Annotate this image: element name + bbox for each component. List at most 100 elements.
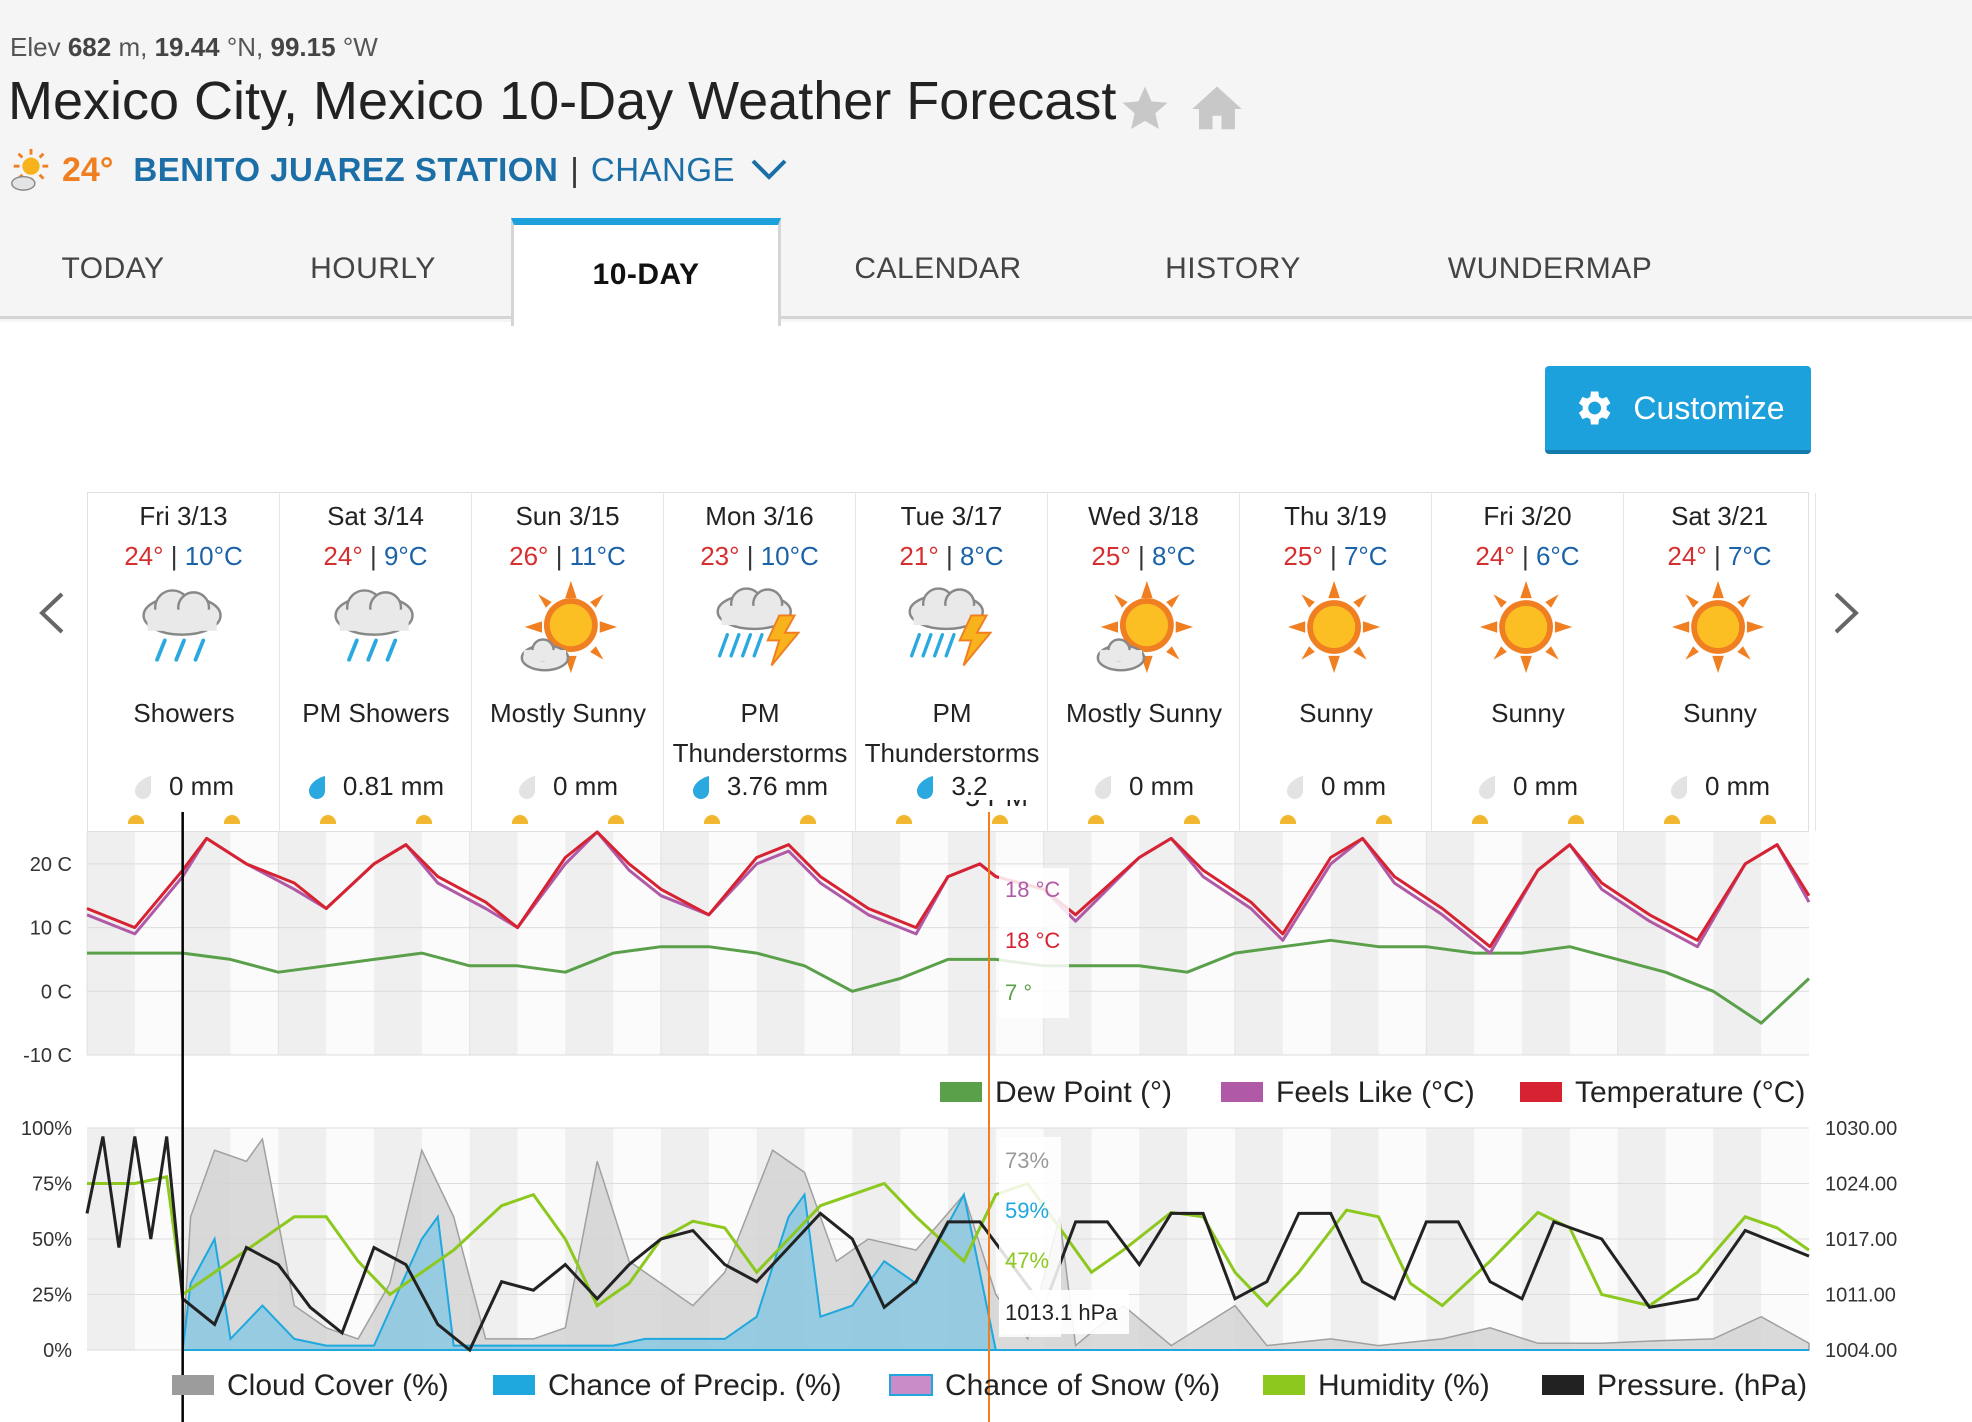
temp-axis-tick: 0 C (41, 981, 72, 1003)
precip-amount: 0 mm (88, 771, 279, 802)
pct-axis-tick: 50% (32, 1229, 72, 1251)
tooltip-time: 5 PM (965, 800, 1028, 812)
tooltip-feels-like: 18 °C (1005, 877, 1060, 902)
feels-like-legend[interactable]: Feels Like (°C) (1276, 1076, 1475, 1109)
humidity-legend[interactable]: Humidity (%) (1318, 1369, 1490, 1402)
high-temp: 26° (509, 541, 549, 571)
raindrop-icon (1671, 775, 1687, 799)
precip-amount: 0.81 mm (280, 771, 471, 802)
night-band (182, 832, 231, 1055)
star-icon[interactable] (1118, 82, 1172, 136)
pct-axis-tick: 75% (32, 1174, 72, 1196)
prev-days-arrow-icon[interactable] (32, 588, 72, 638)
day-temps: 25° | 7°C (1240, 541, 1431, 572)
day-temps: 26° | 11°C (472, 541, 663, 572)
temp-separator: | (1514, 541, 1536, 571)
temp-axis-tick: 10 C (30, 918, 72, 940)
day-column[interactable]: Tue 3/17 21° | 8°C PM Thunderstorms 3.2 (856, 493, 1048, 831)
precip-amount: 3.2 (856, 771, 1047, 802)
low-temp: 11°C (569, 541, 626, 571)
change-station-link[interactable]: CHANGE (590, 151, 736, 188)
condition-text: PM Thunderstorms (672, 698, 848, 768)
thunderstorm-icon (716, 587, 801, 667)
tab-today[interactable]: TODAY (61, 252, 165, 285)
rain-cloud-icon (334, 589, 414, 662)
sunset-marker (224, 815, 240, 824)
snow-chance-legend-swatch (889, 1374, 933, 1396)
day-column[interactable]: Sat 3/21 24° | 7°C Sunny 0 mm (1624, 493, 1816, 831)
dew-point-legend[interactable]: Dew Point (°) (995, 1076, 1172, 1109)
day-column[interactable]: Wed 3/18 25° | 8°C Mostly Sunny 0 mm (1048, 493, 1240, 831)
high-temp: 21° (899, 541, 939, 571)
temp-separator: | (938, 541, 960, 571)
day-column[interactable]: Fri 3/13 24° | 10°C Showers 0 mm (88, 493, 280, 831)
tab-10-day[interactable]: 10-DAY (511, 218, 781, 326)
precip-value: 0 mm (1705, 771, 1770, 801)
low-temp: 6°C (1535, 541, 1580, 571)
daily-forecast-strip: Fri 3/13 24° | 10°C Showers 0 mm Sat 3/14 24°… (87, 492, 1816, 832)
dew-point-line (87, 938, 1811, 1025)
snow-chance-legend[interactable]: Chance of Snow (%) (945, 1369, 1220, 1402)
pressure-line (85, 1136, 1810, 1353)
tab-hourly[interactable]: HOURLY (310, 252, 436, 285)
low-temp: 7°C (1727, 541, 1772, 571)
night-band (1426, 832, 1475, 1055)
sunset-marker (800, 815, 816, 824)
night-band (1522, 832, 1570, 1055)
sunset-marker (416, 815, 432, 824)
customize-button[interactable]: Customize (1545, 366, 1811, 454)
night-band (565, 832, 614, 1055)
day-temps: 24° | 9°C (280, 541, 471, 572)
dew-point-legend-swatch (940, 1082, 982, 1102)
day-date: Fri 3/13 (139, 501, 228, 531)
day-column[interactable]: Mon 3/16 23° | 10°C PM Thunderstorms 3.76 m… (664, 493, 856, 831)
temperature-legend[interactable]: Temperature (°C) (1575, 1076, 1805, 1109)
home-icon[interactable] (1190, 82, 1244, 136)
elev-unit: m, (118, 32, 148, 62)
night-band (1617, 832, 1666, 1055)
humidity-legend-swatch (1263, 1375, 1305, 1395)
pct-axis-tick: 25% (32, 1285, 72, 1307)
day-date: Sat 3/14 (327, 501, 424, 531)
day-column[interactable]: Thu 3/19 25° | 7°C Sunny 0 mm (1240, 493, 1432, 831)
sunrise-marker (128, 815, 144, 824)
temp-separator: | (1706, 541, 1728, 571)
day-column[interactable]: Fri 3/20 24° | 6°C Sunny 0 mm (1432, 493, 1624, 831)
chevron-down-icon[interactable] (749, 157, 789, 183)
partly-sunny-icon (11, 148, 49, 191)
low-temp: 9°C (383, 541, 428, 571)
sunrise-marker (320, 815, 336, 824)
tooltip-dew-point: 7 ° (1005, 980, 1032, 1005)
temp-separator: | (1130, 541, 1152, 571)
raindrop-icon (135, 775, 151, 799)
sunset-marker (1376, 815, 1392, 824)
lon-unit: °W (342, 32, 378, 62)
day-column[interactable]: Sun 3/15 26° | 11°C Mostly Sunny 0 mm (472, 493, 664, 831)
condition-text: Mostly Sunny (489, 698, 647, 728)
current-temperature: 24° (62, 150, 114, 189)
tab-history[interactable]: HISTORY (1165, 252, 1301, 285)
tab-calendar[interactable]: CALENDAR (854, 252, 1022, 285)
condition-text: Sunny (1683, 698, 1757, 728)
station-name[interactable]: BENITO JUAREZ STATION (133, 151, 559, 188)
precip-chance-area (181, 1191, 1809, 1351)
cloud-cover-area (181, 1137, 1810, 1351)
raindrop-icon (519, 775, 535, 799)
low-temp: 8°C (959, 541, 1004, 571)
tab-wundermap[interactable]: WUNDERMAP (1447, 252, 1653, 285)
precip-amount: 3.76 mm (664, 771, 855, 802)
precip-amount: 0 mm (1432, 771, 1623, 802)
high-temp: 23° (700, 541, 740, 571)
precip-value: 0.81 mm (342, 771, 445, 801)
precip-amount: 0 mm (472, 771, 663, 802)
condition-text: Sunny (1491, 698, 1565, 728)
next-days-arrow-icon[interactable] (1826, 588, 1866, 638)
pressure-legend[interactable]: Pressure. (hPa) (1597, 1369, 1807, 1402)
cloud-cover-legend[interactable]: Cloud Cover (%) (227, 1369, 449, 1402)
precip-chance-legend[interactable]: Chance of Precip. (%) (548, 1369, 841, 1402)
customize-label: Customize (1633, 389, 1785, 426)
precip-value: 0 mm (553, 771, 618, 801)
day-column[interactable]: Sat 3/14 24° | 9°C PM Showers 0.81 mm (280, 493, 472, 831)
feels-like-legend-swatch (1221, 1082, 1263, 1102)
low-temp: 10°C (760, 541, 819, 571)
